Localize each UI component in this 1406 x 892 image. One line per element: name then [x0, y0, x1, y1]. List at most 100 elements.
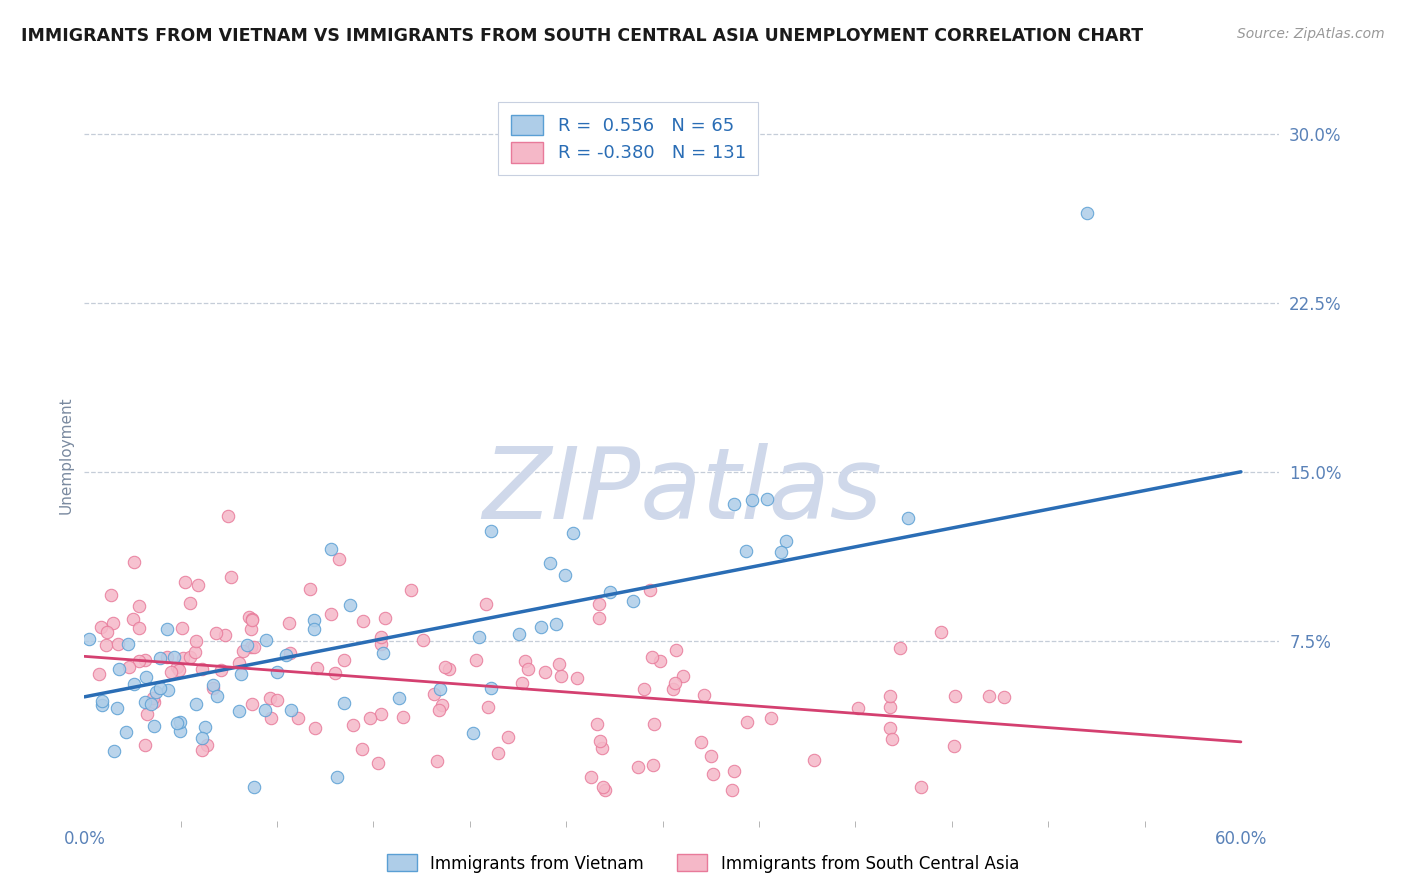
Point — [392, 710, 415, 724]
Point — [231, 666, 253, 681]
Point — [437, 662, 460, 676]
Point — [929, 625, 952, 640]
Y-axis label: Unemployment: Unemployment — [58, 396, 73, 514]
Point — [498, 730, 520, 744]
Point — [187, 578, 209, 592]
Point — [432, 698, 454, 712]
Point — [942, 739, 965, 753]
Point — [240, 612, 263, 626]
Point — [201, 681, 224, 695]
Point — [121, 612, 143, 626]
Point — [699, 749, 721, 764]
Point — [114, 725, 136, 739]
Point — [508, 627, 530, 641]
Legend: Immigrants from Vietnam, Immigrants from South Central Asia: Immigrants from Vietnam, Immigrants from… — [380, 847, 1026, 880]
Point — [305, 661, 328, 675]
Point — [735, 544, 758, 558]
Point — [599, 584, 621, 599]
Point — [693, 688, 716, 702]
Point — [333, 696, 356, 710]
Point — [242, 697, 264, 711]
Point — [266, 665, 288, 680]
Point — [242, 613, 264, 627]
Point — [359, 711, 381, 725]
Point — [214, 628, 236, 642]
Point — [475, 597, 498, 611]
Point — [128, 599, 150, 613]
Point — [370, 637, 392, 651]
Point — [412, 633, 434, 648]
Point — [328, 552, 350, 566]
Point — [108, 662, 131, 676]
Point — [370, 706, 392, 721]
Point — [172, 621, 194, 635]
Point — [156, 622, 179, 636]
Point — [591, 741, 613, 756]
Point — [993, 690, 1015, 705]
Point — [486, 746, 509, 760]
Point — [219, 570, 242, 584]
Point — [191, 743, 214, 757]
Point — [280, 703, 302, 717]
Point — [880, 732, 903, 747]
Point — [723, 764, 745, 778]
Point — [217, 508, 239, 523]
Point — [512, 676, 534, 690]
Point — [741, 493, 763, 508]
Point — [242, 780, 264, 794]
Point — [325, 770, 347, 784]
Point — [149, 651, 172, 665]
Point — [142, 695, 165, 709]
Point — [588, 597, 610, 611]
Point — [339, 599, 361, 613]
Point — [401, 582, 423, 597]
Point — [374, 611, 396, 625]
Point — [274, 648, 297, 663]
Point — [134, 694, 156, 708]
Point — [239, 640, 262, 655]
Point — [96, 625, 118, 640]
Point — [100, 588, 122, 602]
Point — [516, 662, 538, 676]
Point — [209, 663, 232, 677]
Point — [664, 676, 686, 690]
Point — [103, 744, 125, 758]
Point — [298, 582, 321, 597]
Point — [465, 653, 488, 667]
Point — [689, 735, 711, 749]
Point — [254, 633, 277, 648]
Point — [889, 641, 911, 656]
Point — [721, 783, 744, 797]
Point — [737, 714, 759, 729]
Point — [665, 643, 688, 657]
Point — [1076, 206, 1098, 220]
Point — [759, 711, 782, 725]
Point — [370, 631, 392, 645]
Point — [134, 738, 156, 752]
Point — [350, 742, 373, 756]
Point — [122, 555, 145, 569]
Point — [775, 534, 797, 549]
Point — [166, 660, 188, 674]
Point — [167, 663, 190, 677]
Point — [179, 596, 201, 610]
Point — [136, 707, 159, 722]
Point — [87, 666, 110, 681]
Point — [90, 620, 112, 634]
Point — [156, 683, 179, 698]
Point — [169, 724, 191, 739]
Point — [238, 610, 260, 624]
Point — [278, 615, 301, 630]
Point — [107, 636, 129, 650]
Point — [122, 676, 145, 690]
Point — [426, 754, 449, 768]
Text: ZIPatlas: ZIPatlas — [482, 443, 882, 540]
Point — [304, 622, 326, 636]
Point — [205, 626, 228, 640]
Point — [143, 719, 166, 733]
Point — [184, 645, 207, 659]
Point — [979, 689, 1001, 703]
Point — [550, 669, 572, 683]
Point — [342, 718, 364, 732]
Point — [544, 617, 567, 632]
